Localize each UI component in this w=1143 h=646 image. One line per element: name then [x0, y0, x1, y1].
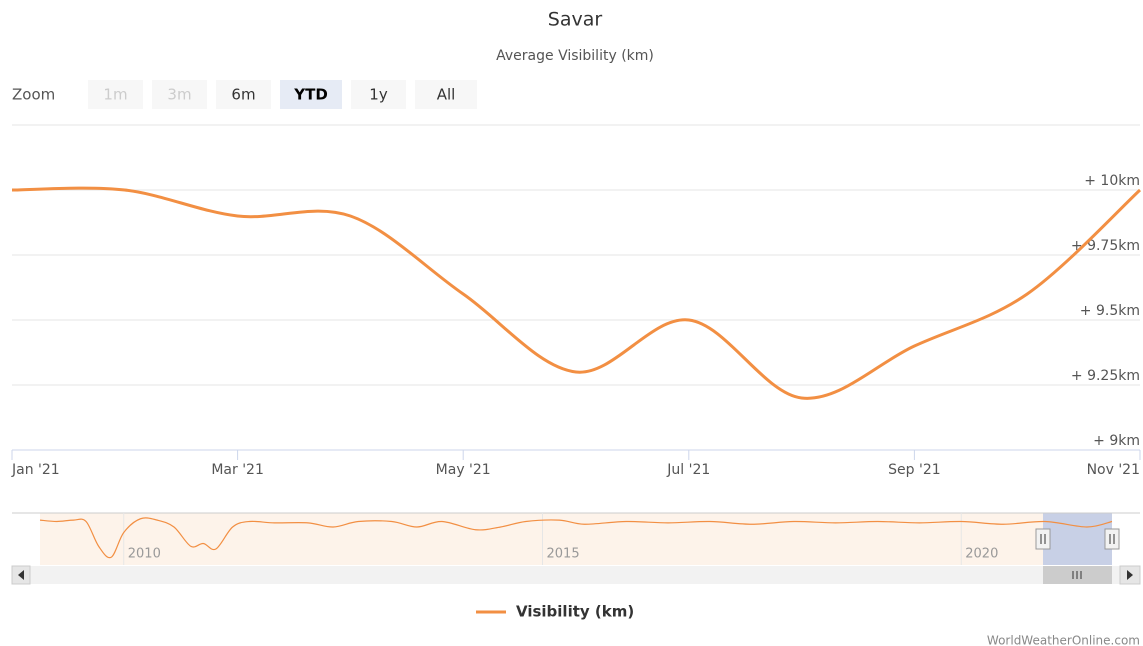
navigator-handle-left[interactable]: [1035, 528, 1051, 550]
y-tick-label: + 9km: [1093, 433, 1140, 449]
navigator-tick-label: 2015: [547, 547, 580, 562]
handle-grip: [1040, 534, 1046, 544]
x-tick-label: Jan '21: [11, 462, 60, 478]
y-tick-label: + 9.25km: [1071, 368, 1140, 384]
handle-grip: [1109, 534, 1115, 544]
zoom-button[interactable]: [415, 80, 477, 109]
zoom-button-label: 3m: [167, 86, 191, 104]
navigator-tick-label: 2020: [965, 547, 998, 562]
handle[interactable]: [1104, 528, 1120, 550]
scrollbar-right-arrow: [1127, 570, 1133, 580]
navigator-line: [39, 517, 1113, 559]
navigator-handle-right[interactable]: [1104, 528, 1120, 550]
x-tick-label: May '21: [436, 462, 491, 478]
zoom-button-label: YTD: [293, 86, 328, 104]
chart-title: Savar: [548, 9, 603, 31]
y-tick-label: + 9.5km: [1080, 303, 1140, 319]
scrollbar-track[interactable]: [12, 566, 1140, 584]
zoom-button-label: 1m: [103, 86, 127, 104]
zoom-button-label: 1y: [369, 86, 388, 104]
navigator-selection[interactable]: [1043, 513, 1112, 565]
zoom-label: Zoom: [12, 86, 55, 104]
x-tick-label: Nov '21: [1087, 462, 1140, 478]
scrollbar-grip: [1072, 571, 1082, 579]
navigator-background: [40, 513, 1112, 565]
zoom-button: [88, 80, 143, 109]
zoom-button[interactable]: [351, 80, 406, 109]
zoom-button[interactable]: [216, 80, 271, 109]
chart-subtitle: Average Visibility (km): [496, 48, 654, 64]
x-tick-label: Mar '21: [211, 462, 264, 478]
legend-label: Visibility (km): [516, 603, 634, 621]
zoom-button[interactable]: [280, 80, 342, 109]
handle[interactable]: [1035, 528, 1051, 550]
series-line: [11, 186, 1142, 400]
zoom-button-label: All: [437, 86, 456, 104]
zoom-button: [152, 80, 207, 109]
y-tick-label: + 10km: [1084, 173, 1140, 189]
navigator-tick-label: 2010: [128, 547, 161, 562]
x-tick-label: Sep '21: [888, 462, 941, 478]
scrollbar-left-arrow: [18, 570, 24, 580]
zoom-button-label: 6m: [231, 86, 255, 104]
credits: WorldWeatherOnline.com: [987, 634, 1140, 646]
x-tick-label: Jul '21: [666, 462, 710, 478]
